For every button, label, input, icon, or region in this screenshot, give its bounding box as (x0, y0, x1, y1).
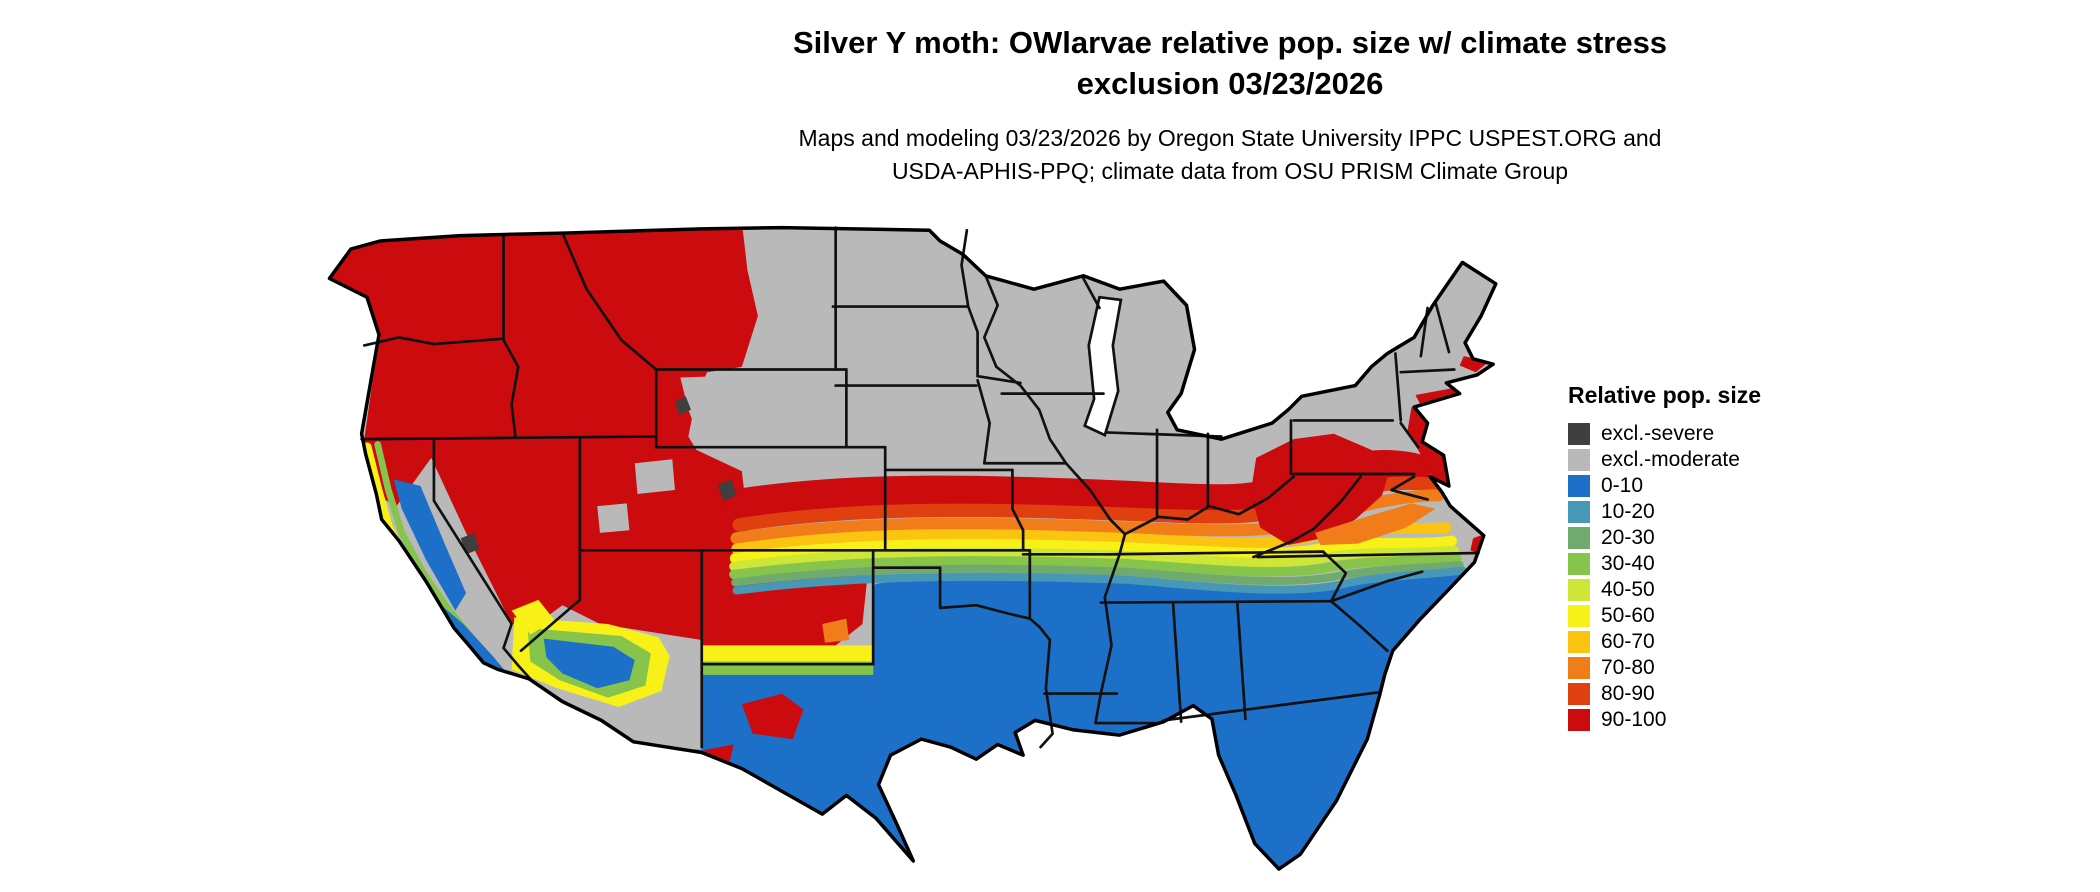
legend-label: 10-20 (1601, 500, 1655, 523)
legend-label: 0-10 (1601, 474, 1644, 497)
band-20-30 (731, 561, 1464, 587)
region-local-patches (362, 441, 874, 766)
header: Silver Y moth: OWlarvae relative pop. si… (300, 22, 2100, 188)
legend-label: 90-100 (1601, 708, 1667, 731)
legend-item: 70-80 (1568, 655, 1868, 681)
band-40-50 (729, 545, 1460, 572)
us-map (300, 222, 1532, 892)
legend-item: excl.-severe (1568, 421, 1868, 447)
legend-swatch (1568, 605, 1590, 627)
legend-swatch (1568, 501, 1590, 523)
legend-item: 80-90 (1568, 681, 1868, 707)
us-map-svg (327, 225, 1498, 871)
page-subtitle: Maps and modeling 03/23/2026 by Oregon S… (300, 122, 2100, 188)
legend-items: excl.-severe excl.-moderate 0-10 10-20 20-30… (1568, 421, 1868, 733)
legend-swatch (1568, 631, 1590, 653)
legend-item: 40-50 (1568, 577, 1868, 603)
legend-label: 80-90 (1601, 682, 1655, 705)
legend-label: excl.-severe (1601, 422, 1715, 445)
state-borders (360, 226, 1480, 749)
legend-item: 50-60 (1568, 603, 1868, 629)
legend-item: 0-10 (1568, 473, 1868, 499)
legend-label: 60-70 (1601, 630, 1655, 653)
legend: Relative pop. size excl.-severe excl.-mod… (1568, 382, 1868, 733)
title-line-2: exclusion 03/23/2026 (1076, 66, 1384, 101)
legend-swatch (1568, 657, 1590, 679)
legend-swatch (1568, 449, 1590, 471)
title-line-1: Silver Y moth: OWlarvae relative pop. si… (792, 25, 1668, 60)
region-west-high (329, 227, 868, 670)
legend-label: 70-80 (1601, 656, 1655, 679)
legend-label: 30-40 (1601, 552, 1655, 575)
subtitle-line-2: USDA-APHIS-PPQ; climate data from OSU PR… (891, 158, 1569, 184)
band-30-40 (729, 553, 1462, 580)
region-excluded-patches (597, 227, 842, 533)
legend-item: excl.-moderate (1568, 447, 1868, 473)
legend-swatch (1568, 579, 1590, 601)
lake-michigan (1083, 295, 1123, 438)
legend-swatch (1568, 553, 1590, 575)
legend-swatch (1568, 683, 1590, 705)
legend-label: 20-30 (1601, 526, 1655, 549)
legend-label: 40-50 (1601, 578, 1655, 601)
legend-item: 60-70 (1568, 629, 1868, 655)
legend-label: 50-60 (1601, 604, 1655, 627)
legend-swatch (1568, 423, 1590, 445)
legend-swatch (1568, 709, 1590, 731)
band-50-60 (729, 535, 1458, 564)
legend-title: Relative pop. size (1568, 382, 1762, 408)
legend-item: 10-20 (1568, 499, 1868, 525)
legend-item: 30-40 (1568, 551, 1868, 577)
legend-item: 90-100 (1568, 707, 1868, 733)
page-title: Silver Y moth: OWlarvae relative pop. si… (300, 22, 2100, 104)
legend-swatch (1568, 527, 1590, 549)
subtitle-line-1: Maps and modeling 03/23/2026 by Oregon S… (798, 125, 1662, 151)
legend-item: 20-30 (1568, 525, 1868, 551)
legend-label: excl.-moderate (1601, 448, 1740, 471)
us-outline (327, 225, 1498, 871)
legend-swatch (1568, 475, 1590, 497)
band-10-20 (732, 566, 1467, 595)
